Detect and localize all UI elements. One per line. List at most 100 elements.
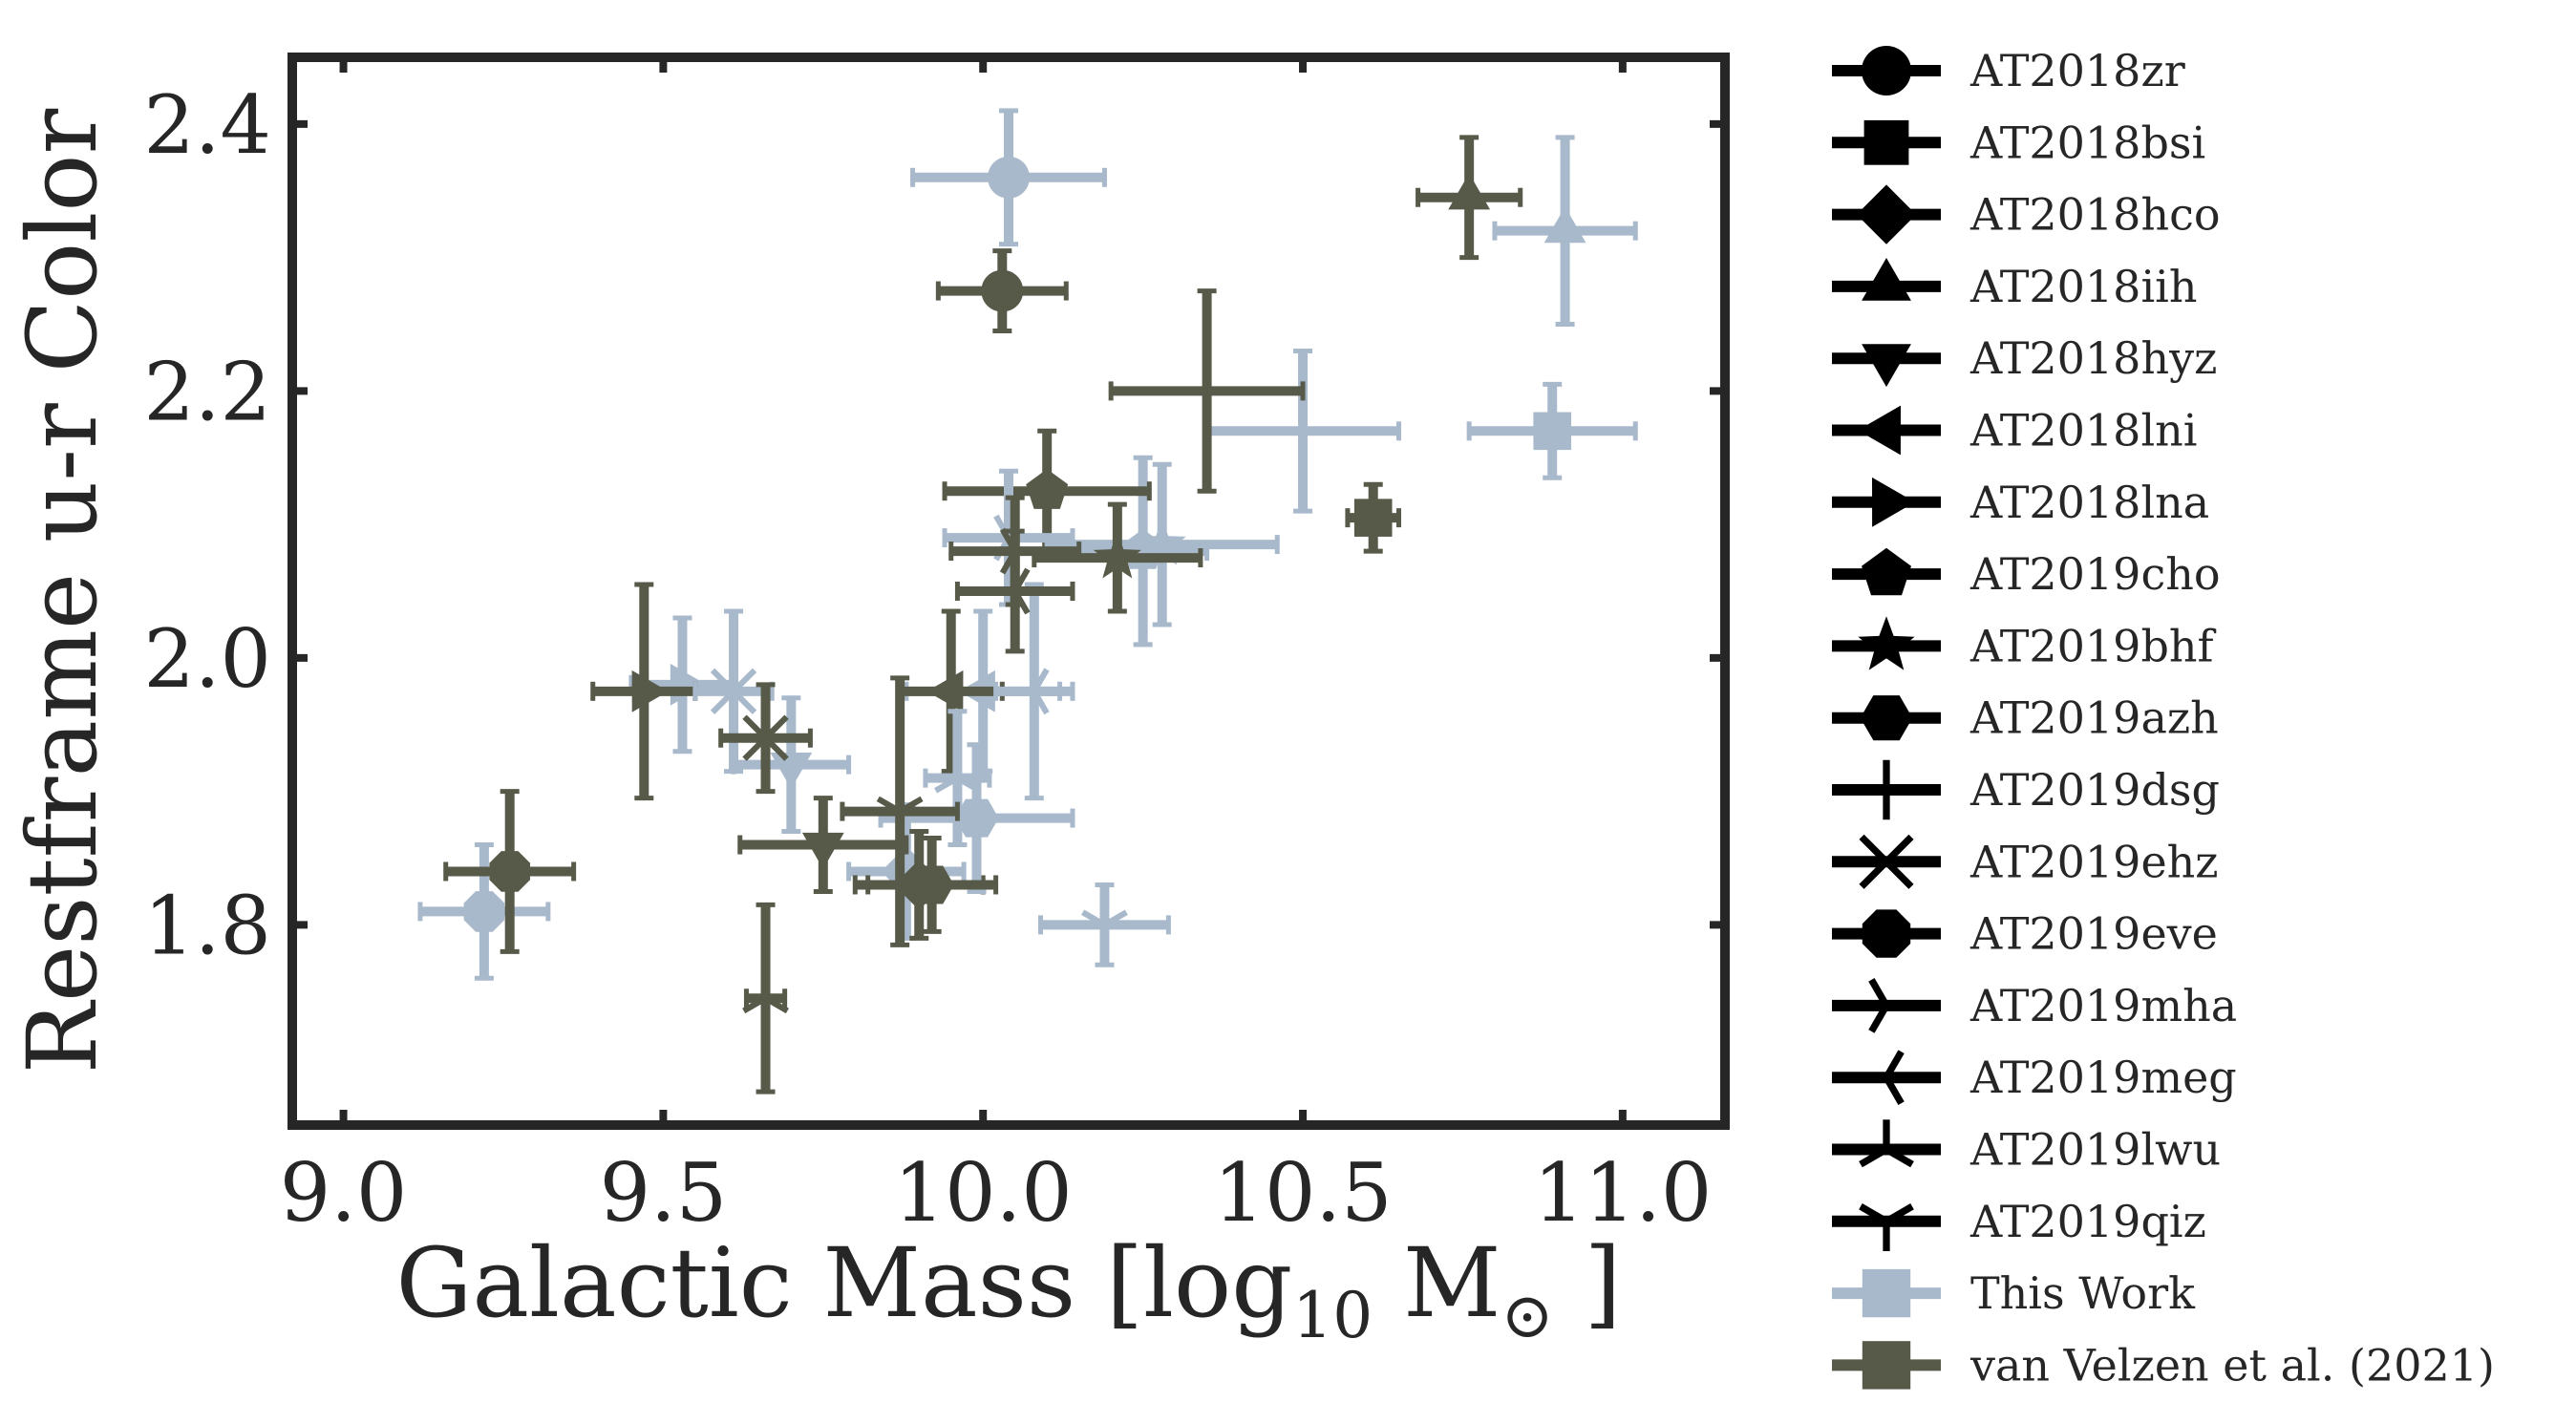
data-point-at2019meg-this-work — [993, 582, 1075, 801]
x-tick-label: 9.0 — [280, 1146, 408, 1240]
legend-label: AT2019cho — [1969, 548, 2221, 600]
data-point-at2019dsg-van-velzen — [1108, 288, 1306, 494]
legend-marker — [1862, 344, 1911, 388]
x-axis-title-sub: 10 — [1292, 1279, 1373, 1352]
x-tick-label: 10.5 — [1214, 1146, 1393, 1240]
legend-item: AT2018bsi — [1832, 117, 2205, 168]
legend-marker — [1859, 834, 1914, 889]
legend: AT2018zr AT2018bsi AT2018hco AT2018iih AT201… — [1832, 45, 2495, 1391]
data-point-at2019bhf-this-work — [1044, 461, 1280, 627]
legend-marker — [1859, 1119, 1914, 1168]
legend-marker — [1862, 258, 1911, 301]
point-marker — [710, 668, 757, 714]
y-tick-label: 2.2 — [143, 345, 271, 438]
legend-marker — [1862, 1341, 1911, 1390]
y-tick-label: 1.8 — [143, 879, 271, 972]
legend-label: AT2019mha — [1969, 980, 2237, 1031]
data-point-at2019lwu-van-velzen — [742, 902, 789, 1095]
legend-item: This Work — [1832, 1267, 2196, 1319]
point-marker — [1182, 365, 1232, 416]
point-marker — [742, 714, 789, 761]
legend-item: AT2019mha — [1832, 978, 2237, 1033]
legend-label: AT2018hco — [1969, 189, 2221, 241]
data-point-at2019ehz-this-work — [692, 608, 775, 775]
y-tick-label: 2.4 — [143, 78, 271, 172]
data-point-at2019ehz-van-velzen — [718, 682, 813, 795]
legend-item: AT2018iih — [1832, 258, 2198, 312]
legend-marker — [1863, 119, 1909, 165]
x-axis-title-end: ] — [1554, 1227, 1622, 1339]
point-marker — [801, 832, 844, 869]
legend-label: AT2019dsg — [1969, 764, 2220, 816]
x-axis: 9.0 9.5 10.0 10.5 11.0 — [280, 57, 1712, 1240]
data-point-at2019eve-van-velzen — [443, 789, 577, 954]
point-marker — [770, 752, 813, 789]
legend-item: AT2019ehz — [1832, 834, 2219, 889]
legend-marker — [1856, 184, 1917, 244]
legend-marker — [1859, 1203, 1914, 1251]
data-point-at2018iih-this-work — [1492, 135, 1638, 327]
data-point-at2019azh-this-work — [878, 742, 1075, 894]
plot-frame — [287, 53, 1730, 1130]
data-point-at2018iih-van-velzen — [1416, 135, 1523, 261]
legend-label: AT2019lwu — [1969, 1124, 2221, 1176]
legend-item: AT2019dsg — [1832, 759, 2220, 820]
y-axis: 1.8 2.0 2.2 2.4 — [143, 78, 1725, 972]
legend-marker — [1860, 695, 1913, 741]
legend-item: AT2019cho — [1832, 547, 2221, 600]
legend-marker — [1862, 547, 1911, 596]
data-point-at2019azh-van-velzen — [865, 836, 999, 934]
legend-label: AT2019ehz — [1969, 836, 2219, 887]
data-points — [417, 108, 1638, 1095]
data-point-at2019qiz-van-velzen — [840, 675, 960, 947]
legend-item: AT2019azh — [1832, 692, 2219, 744]
legend-label: AT2019meg — [1969, 1052, 2237, 1103]
x-axis-title: Galactic Mass [log10 M⊙ ] — [395, 1227, 1621, 1352]
point-marker — [1543, 206, 1586, 244]
legend-item: AT2019lwu — [1832, 1119, 2221, 1176]
point-marker — [1353, 499, 1393, 537]
point-marker — [1009, 668, 1050, 715]
data-point-at2018lna-van-velzen — [590, 582, 698, 801]
legend-marker — [1858, 616, 1915, 670]
y-axis-title: Restframe u-r Color — [7, 108, 118, 1073]
y-tick-label: 2.0 — [143, 612, 271, 706]
legend-marker — [1858, 405, 1901, 456]
point-marker — [1026, 469, 1069, 509]
x-axis-title-main: Galactic Mass [log — [395, 1227, 1292, 1339]
legend-label: AT2019qiz — [1969, 1196, 2206, 1247]
x-axis-title-unit: M — [1373, 1227, 1501, 1339]
point-marker — [881, 846, 932, 897]
point-marker — [631, 669, 669, 712]
point-marker — [990, 567, 1031, 615]
point-marker — [1448, 173, 1491, 210]
point-marker — [1138, 519, 1186, 565]
point-marker — [981, 269, 1024, 312]
data-point-at2018bsi-this-work — [1466, 381, 1638, 480]
legend-marker — [1872, 477, 1915, 527]
data-point-at2018bsi-van-velzen — [1345, 481, 1401, 554]
legend-label: This Work — [1970, 1267, 2196, 1319]
legend-item: AT2018lna — [1832, 477, 2209, 528]
point-marker — [1277, 405, 1329, 457]
legend-item: AT2019meg — [1832, 1050, 2237, 1106]
data-point-at2018hco-this-work — [846, 802, 967, 941]
point-marker — [1533, 412, 1571, 451]
legend-item: AT2019bhf — [1832, 616, 2217, 671]
point-marker — [1081, 909, 1128, 950]
data-point-at2019lwu-this-work — [923, 709, 992, 848]
legend-item: AT2018lni — [1832, 405, 2198, 457]
data-point-at2018zr-van-velzen — [935, 248, 1069, 333]
legend-marker — [1868, 978, 1917, 1033]
x-tick-label: 9.5 — [600, 1146, 728, 1240]
x-tick-label: 11.0 — [1533, 1146, 1712, 1240]
data-point-at2018zr-this-work — [910, 108, 1107, 247]
point-marker — [926, 669, 964, 712]
legend-item: AT2018zr — [1832, 45, 2185, 96]
point-marker — [934, 753, 981, 794]
legend-label: AT2018zr — [1969, 45, 2185, 96]
point-marker — [1093, 532, 1141, 579]
legend-label: van Velzen et al. (2021) — [1969, 1339, 2495, 1391]
data-point-at2019meg-van-velzen — [954, 528, 1075, 654]
legend-marker — [1862, 46, 1911, 96]
